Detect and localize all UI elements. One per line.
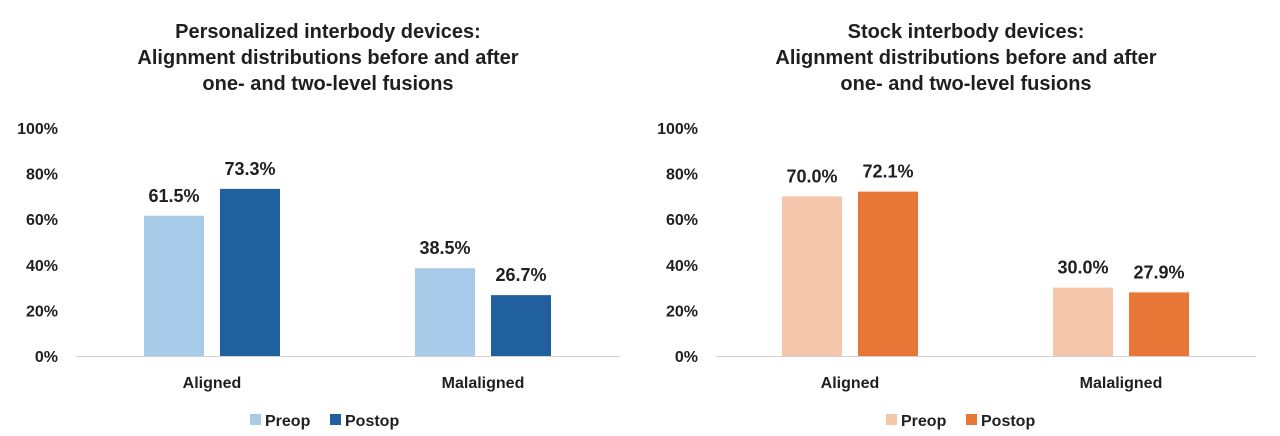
data-label: 38.5% (419, 238, 470, 258)
legend-label-preop: Preop (901, 413, 947, 430)
y-tick-label: 20% (666, 303, 698, 320)
chart-title-line: Alignment distributions before and after (775, 47, 1156, 69)
data-label: 72.1% (862, 162, 913, 182)
legend-label-postop: Postop (345, 413, 399, 430)
y-tick-label: 40% (26, 258, 58, 275)
bar-postop-aligned (220, 188, 280, 356)
y-tick-label: 100% (657, 121, 698, 138)
bar-postop-malaligned (1129, 292, 1189, 356)
bar-preop-aligned (782, 196, 842, 356)
y-tick-label: 80% (666, 167, 698, 184)
y-tick-label: 0% (675, 349, 698, 366)
y-tick-label: 0% (35, 349, 58, 366)
bar-preop-aligned (144, 215, 204, 356)
stock-devices-chart: Stock interbody devices: Alignment distri… (657, 21, 1256, 430)
data-label: 26.7% (495, 265, 546, 285)
y-tick-label: 100% (17, 121, 58, 138)
data-label: 61.5% (148, 186, 199, 206)
y-tick-label: 80% (26, 167, 58, 184)
data-label: 73.3% (224, 159, 275, 179)
y-tick-label: 60% (666, 212, 698, 229)
legend-label-postop: Postop (981, 413, 1035, 430)
x-category-label: Malaligned (1080, 375, 1163, 392)
x-category-label: Aligned (821, 375, 880, 392)
chart-title-line: Stock interbody devices: (848, 21, 1085, 43)
data-label: 70.0% (786, 166, 837, 186)
personalized-devices-chart: Personalized interbody devices: Alignment… (17, 21, 620, 430)
bar-preop-malaligned (415, 268, 475, 356)
y-tick-label: 40% (666, 258, 698, 275)
bar-postop-aligned (858, 191, 918, 356)
bar-postop-malaligned (491, 295, 551, 356)
legend-label-preop: Preop (265, 413, 311, 430)
chart-title-line: Alignment distributions before and after (137, 47, 518, 69)
chart-title-line: one- and two-level fusions (840, 73, 1091, 95)
x-category-label: Aligned (183, 375, 242, 392)
chart-title-line: one- and two-level fusions (202, 73, 453, 95)
data-label: 30.0% (1057, 258, 1108, 278)
legend-swatch-preop (250, 414, 261, 425)
legend-swatch-postop (330, 414, 341, 425)
bar-preop-malaligned (1053, 287, 1113, 356)
legend-swatch-preop (886, 414, 897, 425)
x-category-label: Malaligned (442, 375, 525, 392)
chart-title-line: Personalized interbody devices: (175, 21, 481, 43)
y-tick-label: 20% (26, 303, 58, 320)
data-label: 27.9% (1133, 262, 1184, 282)
legend-swatch-postop (966, 414, 977, 425)
y-tick-label: 60% (26, 212, 58, 229)
